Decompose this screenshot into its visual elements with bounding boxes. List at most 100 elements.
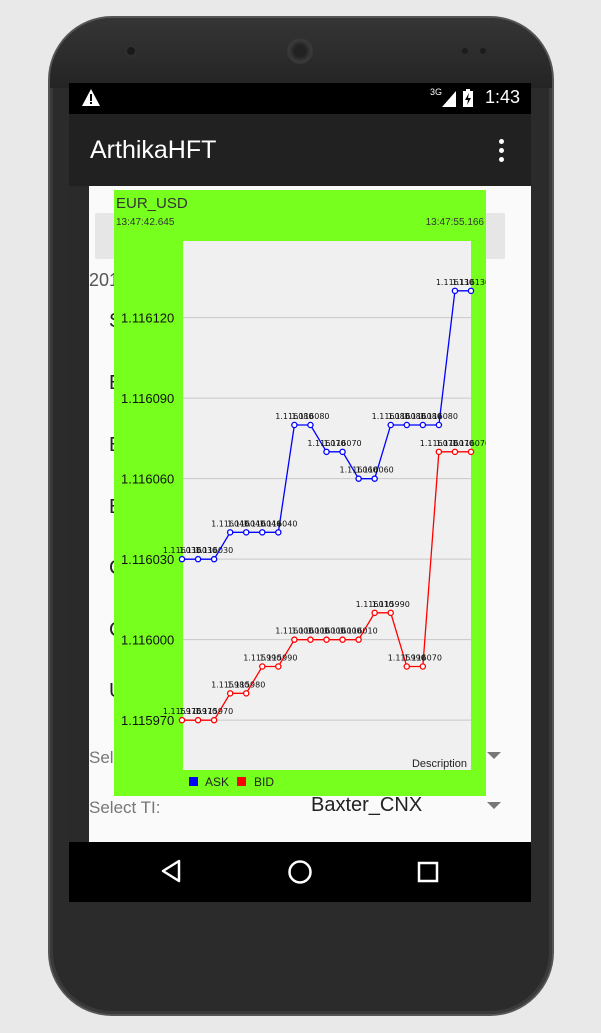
home-icon[interactable] bbox=[287, 859, 313, 885]
data-point-bid[interactable] bbox=[387, 609, 394, 617]
data-point-ask[interactable] bbox=[291, 421, 298, 429]
select-partial-label: Sel bbox=[89, 748, 114, 767]
y-tick-label: 1.116120 bbox=[121, 311, 174, 326]
data-label-bid: 1.116000 bbox=[275, 627, 313, 636]
data-point-ask[interactable] bbox=[419, 421, 427, 429]
legend-bid-swatch bbox=[237, 777, 246, 786]
data-label-ask: 1.116040 bbox=[211, 519, 249, 528]
price-chart[interactable]: EUR_USD 13:47:42.645 13:47:55.166 1.1159… bbox=[114, 190, 486, 796]
data-point-bid[interactable] bbox=[467, 448, 475, 456]
data-point-bid[interactable] bbox=[210, 716, 218, 724]
data-point-ask[interactable] bbox=[178, 555, 186, 563]
data-label-bid: 1.116000 bbox=[323, 627, 361, 636]
data-point-ask[interactable] bbox=[403, 421, 411, 429]
data-label-ask: 1.116030 bbox=[179, 546, 217, 555]
data-point-bid[interactable] bbox=[307, 636, 314, 643]
data-label-ask: 1.116080 bbox=[404, 412, 442, 421]
data-point-ask[interactable] bbox=[371, 475, 378, 482]
data-point-ask[interactable] bbox=[323, 448, 330, 456]
data-point-bid[interactable] bbox=[226, 690, 234, 697]
data-point-ask[interactable] bbox=[451, 287, 459, 295]
status-bar: 3G 1:43 bbox=[69, 83, 531, 114]
data-point-bid[interactable] bbox=[451, 448, 459, 456]
earpiece-speaker-icon bbox=[287, 38, 313, 64]
chart-start-time: 13:47:42.645 bbox=[116, 217, 175, 228]
network-type: 3G bbox=[430, 87, 443, 97]
data-point-bid[interactable] bbox=[259, 663, 266, 670]
data-point-bid[interactable] bbox=[403, 663, 411, 670]
front-camera-icon bbox=[124, 44, 138, 58]
select-ti-spinner[interactable]: Select TI: Baxter_CNX bbox=[89, 794, 511, 824]
data-point-bid[interactable] bbox=[291, 636, 298, 643]
data-point-bid[interactable] bbox=[419, 663, 427, 670]
data-point-ask[interactable] bbox=[194, 555, 202, 563]
data-point-ask[interactable] bbox=[435, 421, 443, 429]
date-label-partial: 201 bbox=[89, 270, 120, 290]
data-point-bid[interactable] bbox=[371, 609, 378, 617]
data-label-ask: 1.116030 bbox=[163, 546, 201, 555]
data-label-bid: 1.116010 bbox=[340, 627, 378, 636]
legend-bid-label: BID bbox=[254, 775, 274, 789]
data-label-ask: 1.116040 bbox=[243, 519, 281, 528]
y-tick-label: 1.116000 bbox=[121, 633, 174, 648]
data-label-ask: 1.116040 bbox=[259, 519, 297, 528]
grid-lines bbox=[183, 317, 471, 721]
data-point-ask[interactable] bbox=[242, 529, 250, 536]
chart-panel[interactable]: EUR_USD 13:47:42.645 13:47:55.166 1.1159… bbox=[114, 190, 486, 796]
data-point-bid[interactable] bbox=[435, 448, 443, 456]
recent-apps-icon[interactable] bbox=[417, 861, 439, 883]
data-label-bid: 1.116000 bbox=[291, 627, 329, 636]
select-row-partial[interactable]: Sel bbox=[89, 744, 511, 774]
data-label-ask: 1.116040 bbox=[227, 519, 265, 528]
data-point-bid[interactable] bbox=[242, 690, 250, 697]
select-ti-label: Select TI: bbox=[89, 798, 161, 817]
data-label-ask: 1.116080 bbox=[291, 412, 329, 421]
data-label-bid: 1.115970 bbox=[195, 707, 233, 716]
y-axis-ticks: 1.115970 1.116000 1.116030 1.116060 1.116090… bbox=[121, 311, 174, 729]
data-label-ask: 1.116080 bbox=[388, 412, 426, 421]
data-label-ask: 1.116070 bbox=[323, 439, 361, 448]
legend-ask-label: ASK bbox=[205, 775, 229, 789]
legend-ask-swatch bbox=[189, 777, 198, 786]
back-icon[interactable] bbox=[160, 859, 182, 883]
select-ti-value: Baxter_CNX bbox=[311, 794, 423, 816]
app-bar: ArthikaHFT bbox=[69, 114, 531, 186]
data-label-bid: 1.115980 bbox=[211, 680, 249, 689]
data-label-ask: 1.116130 bbox=[436, 278, 474, 287]
data-label-ask: 1.116060 bbox=[340, 466, 378, 475]
chevron-down-icon bbox=[487, 752, 501, 759]
plot-area bbox=[183, 241, 471, 770]
data-point-ask[interactable] bbox=[355, 475, 362, 482]
chevron-down-icon bbox=[487, 802, 501, 809]
data-point-ask[interactable] bbox=[226, 529, 234, 536]
data-label-bid: 1.115970 bbox=[163, 707, 201, 716]
data-point-ask[interactable] bbox=[387, 421, 394, 429]
data-point-ask[interactable] bbox=[275, 529, 282, 536]
y-tick-label: 1.116030 bbox=[121, 552, 174, 567]
data-label-bid: 1.116070 bbox=[452, 439, 486, 448]
chart-end-time: 13:47:55.166 bbox=[426, 217, 485, 228]
chart-title: EUR_USD bbox=[116, 195, 188, 212]
data-point-ask[interactable] bbox=[467, 287, 475, 295]
data-label-bid: 1.115990 bbox=[388, 654, 426, 663]
data-point-bid[interactable] bbox=[275, 663, 282, 670]
overflow-menu-icon[interactable] bbox=[497, 139, 505, 163]
data-point-ask[interactable] bbox=[259, 529, 266, 536]
data-point-bid[interactable] bbox=[339, 636, 346, 643]
data-label-bid: 1.115980 bbox=[227, 680, 265, 689]
data-point-ask[interactable] bbox=[339, 448, 346, 456]
data-point-bid[interactable] bbox=[323, 636, 330, 643]
data-label-ask: 1.116080 bbox=[372, 412, 410, 421]
data-label-bid: 1.116070 bbox=[420, 439, 458, 448]
data-label-bid: 1.115990 bbox=[372, 600, 410, 609]
data-point-bid[interactable] bbox=[178, 716, 186, 724]
warning-icon bbox=[82, 89, 100, 106]
data-label-bid: 1.116070 bbox=[436, 439, 474, 448]
data-label-bid: 1.116010 bbox=[356, 600, 394, 609]
data-point-bid[interactable] bbox=[194, 716, 202, 724]
data-point-bid[interactable] bbox=[355, 636, 362, 643]
data-point-ask[interactable] bbox=[307, 421, 314, 429]
data-label-ask: 1.116030 bbox=[195, 546, 233, 555]
signal-icon bbox=[442, 91, 456, 107]
data-point-ask[interactable] bbox=[210, 555, 218, 563]
